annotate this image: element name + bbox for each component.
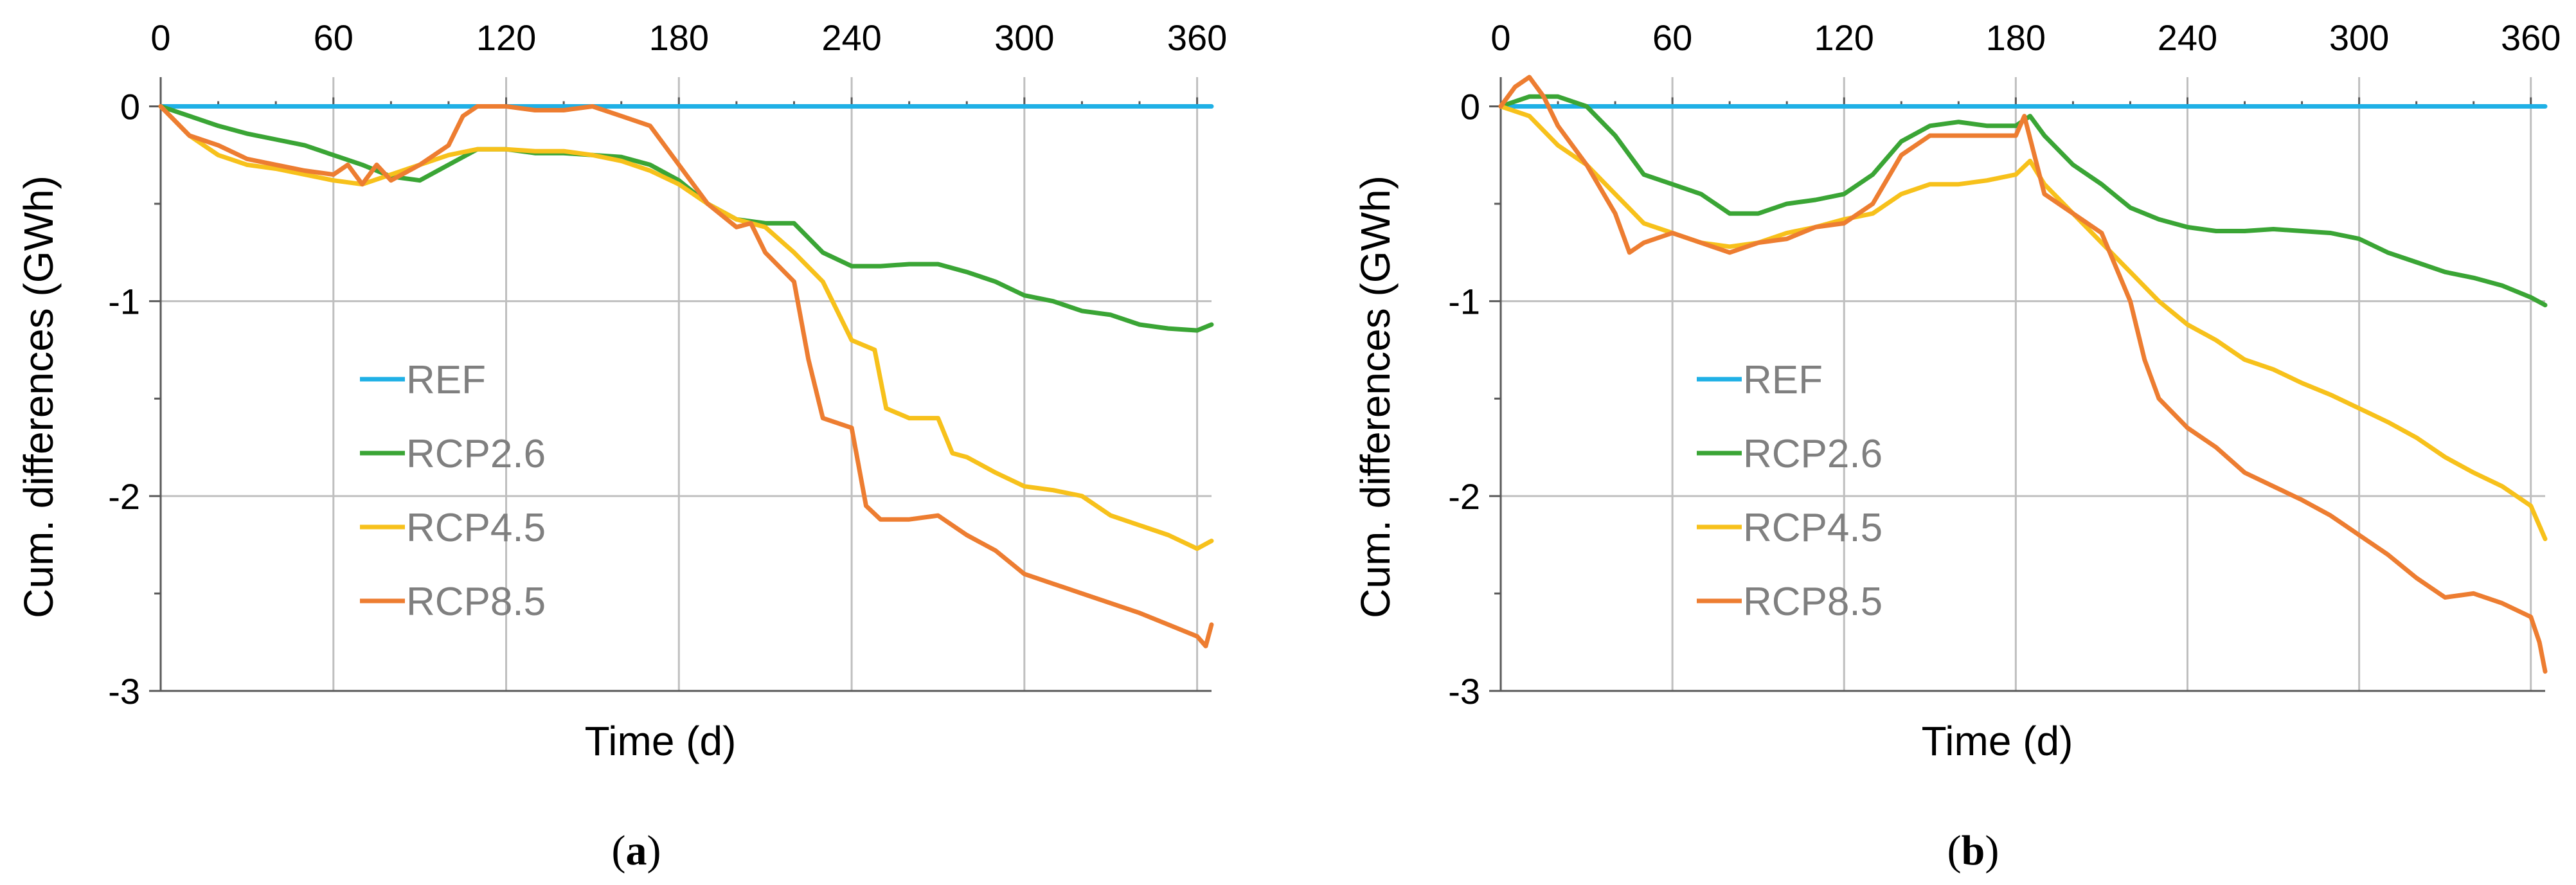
- x-tick-label: 300: [994, 17, 1054, 58]
- y-tick-label: -3: [108, 671, 140, 711]
- legend-label: RCP2.6: [1743, 432, 1883, 476]
- series-line-rcp8-5: [1498, 75, 2548, 674]
- x-tick-label: 240: [821, 17, 881, 58]
- legend-label: RCP8.5: [1743, 580, 1883, 624]
- legend-label: RCP4.5: [1743, 506, 1883, 550]
- y-tick-label: 0: [1460, 86, 1480, 127]
- legend-label: RCP2.6: [406, 432, 546, 476]
- x-tick-label: 60: [314, 17, 353, 58]
- y-tick-label: 0: [120, 86, 140, 127]
- x-tick-label: 360: [1167, 17, 1227, 58]
- x-tick-label: 180: [649, 17, 709, 58]
- x-tick-label: 180: [1986, 17, 2046, 58]
- y-tick-label: -2: [1448, 476, 1480, 517]
- legend-label: RCP8.5: [406, 580, 546, 624]
- x-axis-title: Time (d): [585, 718, 737, 764]
- panel-label: (b): [1947, 827, 1999, 874]
- x-tick-label: 300: [2329, 17, 2389, 58]
- y-tick-label: -1: [108, 282, 140, 322]
- x-tick-label: 0: [1490, 17, 1510, 58]
- x-tick-label: 120: [1814, 17, 1874, 58]
- y-axis-title: Cum. differences (GWh): [1352, 175, 1399, 618]
- series-line-rcp8-5: [158, 104, 1214, 648]
- x-axis-title: Time (d): [1922, 718, 2073, 764]
- x-tick-label: 120: [476, 17, 536, 58]
- x-tick-label: 0: [150, 17, 170, 58]
- series-line-rcp4-5: [158, 104, 1214, 551]
- legend-label: REF: [1743, 358, 1823, 402]
- panel-label: (a): [612, 827, 661, 874]
- chart-panel-b: 0 60 120 180 240 300 360 0 -1 -2 -3 Time (d) Cum. di…: [1352, 17, 2561, 874]
- chart-panel-a: 0 60 120 180 240 300 360 0 -1 -2 -3 Time (d) Cum. di…: [15, 17, 1227, 874]
- x-tick-label: 60: [1652, 17, 1692, 58]
- y-tick-label: -2: [108, 476, 140, 517]
- y-axis-title: Cum. differences (GWh): [15, 175, 62, 618]
- series-line-rcp2-6: [1498, 94, 2548, 308]
- legend-label: RCP4.5: [406, 506, 546, 550]
- y-tick-label: -3: [1448, 671, 1480, 711]
- x-tick-label: 240: [2158, 17, 2217, 58]
- series-line-rcp2-6: [158, 104, 1214, 333]
- series-line-rcp4-5: [1498, 104, 2548, 541]
- y-tick-label: -1: [1448, 282, 1480, 322]
- legend-label: REF: [406, 358, 486, 402]
- x-tick-label: 360: [2501, 17, 2561, 58]
